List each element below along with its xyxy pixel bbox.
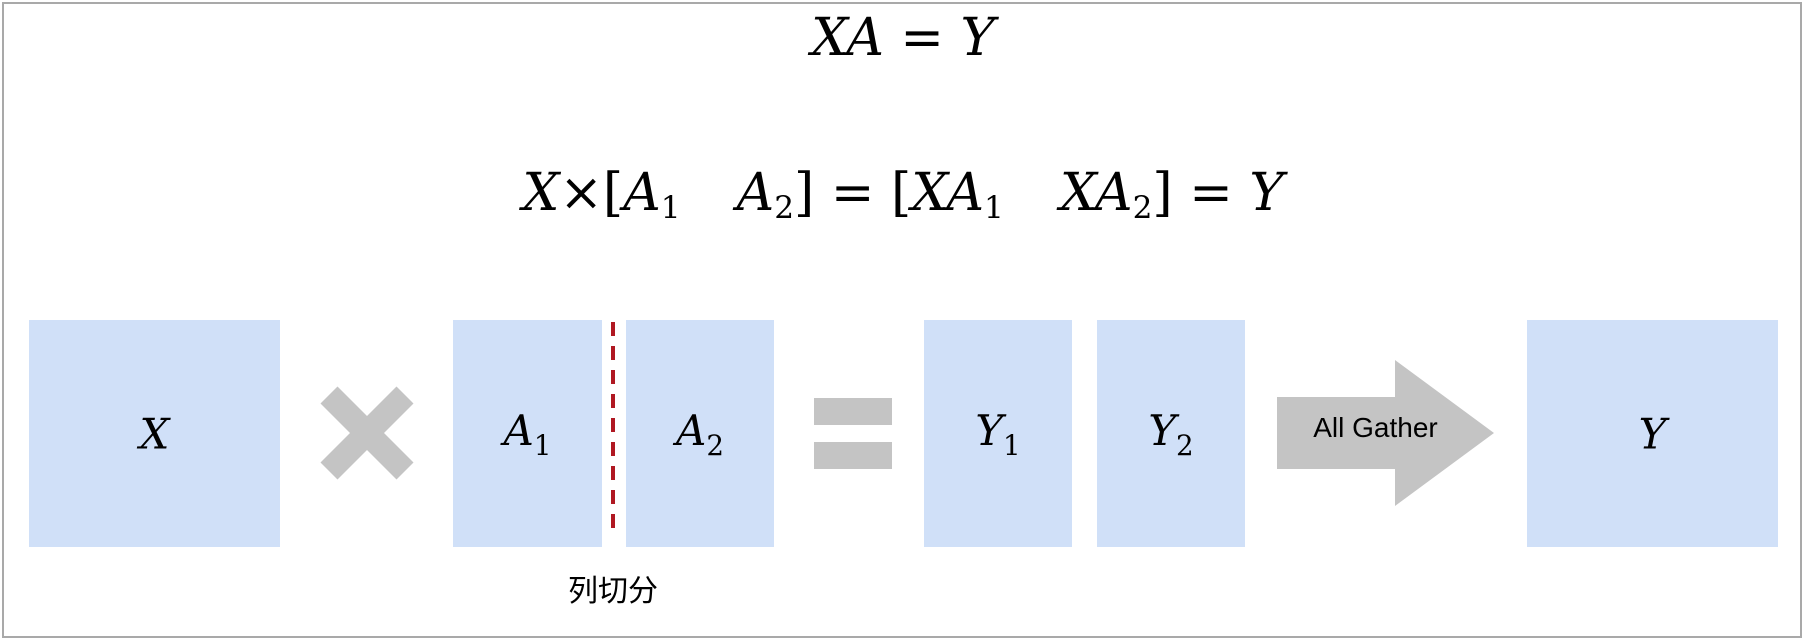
matrix-x-label: X (139, 409, 170, 458)
matrix-x-block: X (29, 320, 280, 547)
right-arrow-icon (1277, 360, 1495, 506)
matrix-y-label: Y (1638, 409, 1667, 458)
matrix-a2-label: A2 (676, 405, 724, 462)
matrix-y1-label: Y1 (975, 405, 1021, 462)
column-split-label: 列切分 (568, 574, 658, 609)
matrix-y2-block: Y2 (1097, 320, 1245, 547)
matrix-a1-label: A1 (503, 405, 552, 462)
multiply-icon (320, 386, 414, 480)
matrix-y-block: Y (1527, 320, 1778, 547)
equals-icon (814, 398, 892, 470)
matrix-y1-block: Y1 (924, 320, 1072, 547)
matrix-a1-block: A1 (453, 320, 602, 547)
matrix-a2-block: A2 (626, 320, 774, 547)
equation-expanded: X×[A1 A2] = [XA1 XA2] = Y (522, 163, 1284, 226)
column-split-line (611, 322, 615, 532)
equation-top: XA = Y (811, 8, 995, 68)
all-gather-label: All Gather (1313, 412, 1438, 443)
matrix-y2-label: Y2 (1148, 405, 1194, 462)
